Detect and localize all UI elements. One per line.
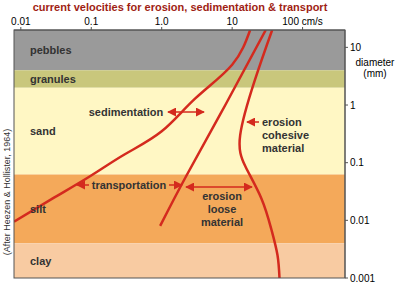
svg-text:material: material	[201, 216, 243, 228]
svg-text:pebbles: pebbles	[30, 44, 72, 56]
svg-text:0.1: 0.1	[350, 157, 364, 168]
svg-text:0.01: 0.01	[350, 215, 370, 226]
svg-text:1: 1	[350, 100, 356, 111]
svg-text:granules: granules	[30, 73, 76, 85]
svg-text:cohesive: cohesive	[262, 129, 309, 141]
svg-text:10: 10	[227, 16, 239, 27]
svg-text:0.001: 0.001	[350, 273, 375, 284]
svg-text:sand: sand	[30, 125, 56, 137]
svg-text:material: material	[262, 142, 304, 154]
svg-text:(After Heezen & Hollister, 196: (After Heezen & Hollister, 1964)	[8, 129, 12, 256]
svg-text:silt: silt	[30, 203, 46, 215]
svg-text:current velocities for erosion: current velocities for erosion, sediment…	[33, 1, 328, 13]
svg-text:1.0: 1.0	[155, 16, 169, 27]
svg-text:diameter: diameter	[356, 57, 392, 68]
svg-text:100 cm/s: 100 cm/s	[282, 16, 323, 27]
svg-text:erosion: erosion	[262, 116, 302, 128]
svg-text:0.01: 0.01	[11, 16, 31, 27]
svg-text:10: 10	[350, 42, 362, 53]
svg-text:transportation: transportation	[92, 179, 167, 191]
svg-text:clay: clay	[30, 255, 52, 267]
svg-text:erosion: erosion	[202, 190, 242, 202]
svg-text:loose: loose	[208, 203, 237, 215]
svg-text:sedimentation: sedimentation	[89, 106, 164, 118]
svg-text:0.1: 0.1	[84, 16, 98, 27]
svg-text:(mm): (mm)	[363, 68, 386, 79]
